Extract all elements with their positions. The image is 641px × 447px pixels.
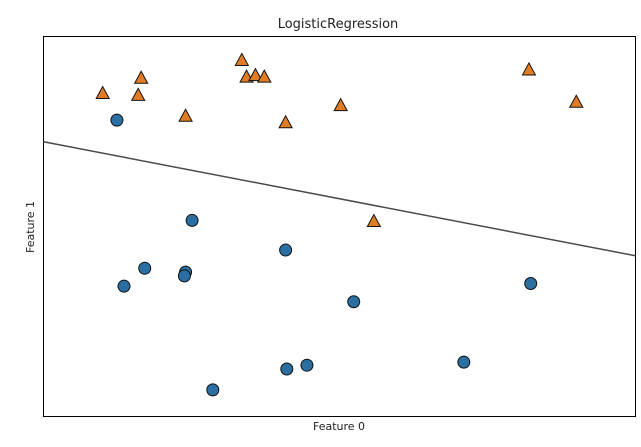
data-point-class1 <box>568 94 584 108</box>
data-point-class0 <box>300 358 314 372</box>
data-point-class0 <box>347 295 361 309</box>
data-point-class0 <box>117 279 131 293</box>
data-point-class0 <box>110 113 124 127</box>
data-point-class0 <box>524 277 538 290</box>
data-point-class1 <box>133 70 149 84</box>
data-point-class0 <box>185 213 199 227</box>
data-point-class1 <box>248 67 263 82</box>
data-point-class1 <box>333 97 349 112</box>
data-point-class1 <box>521 61 537 76</box>
decision-boundary-layer <box>43 141 636 257</box>
data-point-class0 <box>138 261 152 275</box>
x-axis-label: Feature 0 <box>313 420 365 433</box>
data-points-layer <box>95 52 584 397</box>
data-point-class1 <box>256 69 272 83</box>
data-point-class1 <box>366 213 382 228</box>
data-point-class1 <box>234 52 250 66</box>
data-point-class0 <box>177 269 191 283</box>
data-point-class0 <box>457 355 471 369</box>
chart-title: LogisticRegression <box>278 17 399 32</box>
plot-area <box>43 36 636 417</box>
data-point-class1 <box>130 87 146 101</box>
data-point-class0 <box>279 243 293 257</box>
data-point-class1 <box>95 85 111 99</box>
y-axis-label: Feature 1 <box>24 201 37 253</box>
data-point-class1 <box>178 108 193 122</box>
data-point-class1 <box>278 114 293 129</box>
decision-boundary-line <box>43 141 636 257</box>
data-point-class0 <box>206 383 220 397</box>
data-point-class0 <box>280 362 294 376</box>
